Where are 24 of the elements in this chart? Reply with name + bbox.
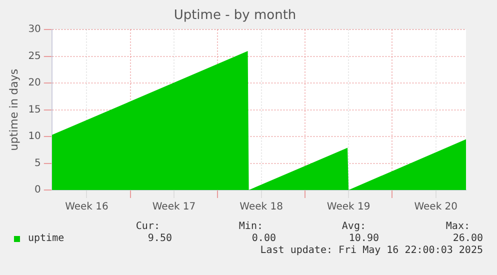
text: Max:	[446, 221, 470, 232]
x-tick-label: Week 16	[65, 202, 108, 213]
text: 9.50	[148, 233, 172, 244]
text: 26.00	[452, 233, 483, 244]
text: 0.00	[252, 233, 276, 244]
text: Avg:	[342, 221, 366, 232]
text: Cur:	[136, 221, 160, 232]
y-tick-label: 15	[28, 104, 41, 116]
y-tick-label: 5	[34, 158, 41, 169]
text: Min:	[238, 221, 263, 232]
x-tick-label: Week 20	[414, 202, 458, 213]
legend-label: uptime	[28, 233, 64, 244]
y-tick-label: 30	[28, 24, 41, 36]
text: 10.90	[348, 233, 379, 244]
y-tick-label: 0	[34, 184, 41, 196]
x-tick-label: Week 19	[326, 202, 370, 213]
y-axis-title: uptime in days	[7, 68, 20, 151]
y-tick-label: 20	[28, 78, 41, 89]
y-tick-label: 10	[28, 131, 41, 142]
x-tick-label: Week 17	[152, 202, 196, 213]
x-tick-label: Week 18	[240, 202, 283, 213]
y-tick-label: 25	[28, 50, 41, 62]
chart-title: Uptime - by month	[174, 8, 296, 24]
text: Last update: Fri May 16 22:00:03 2025	[260, 245, 483, 256]
